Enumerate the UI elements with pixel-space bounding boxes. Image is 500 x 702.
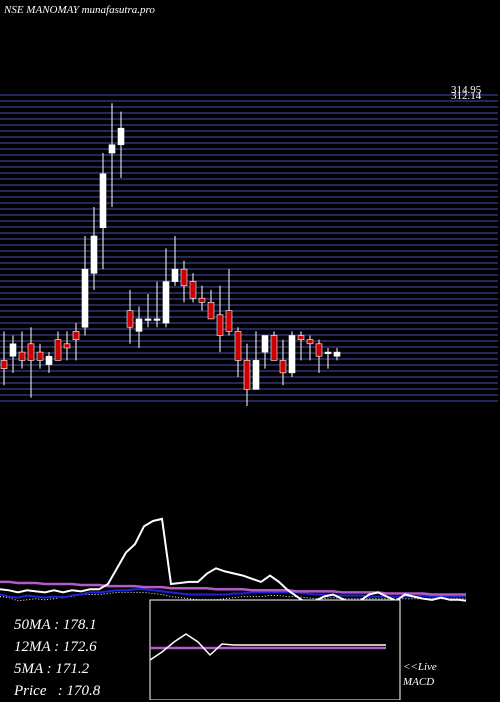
candle-up <box>144 318 152 321</box>
indicator-panel <box>0 517 467 604</box>
price-label-top: 314.95 <box>451 84 482 96</box>
moving-average-stats: 50MA : 178.1 12MA : 172.6 5MA : 171.2 Pr… <box>14 614 100 702</box>
indicator-white-line <box>0 517 467 604</box>
candle-up <box>162 281 170 324</box>
candle-down <box>18 351 26 361</box>
candle-down <box>243 360 251 390</box>
indicator-purple-line <box>0 580 466 596</box>
price-label-second: 312.14 <box>451 90 482 102</box>
candle-down <box>0 360 8 369</box>
candle-down <box>126 310 134 328</box>
ma50-value: 50MA : 178.1 <box>14 617 97 633</box>
candle-down <box>54 339 62 361</box>
candle-down <box>270 335 278 361</box>
candle-down <box>315 343 323 357</box>
live-macd-label[interactable]: <<Live MACD <box>403 660 437 690</box>
chart-title: NSE MANOMAY munafasutra.pro <box>4 4 155 16</box>
candle-up <box>9 343 17 357</box>
candle-down <box>198 297 206 303</box>
candle-up <box>324 351 332 354</box>
candle-down <box>207 302 215 320</box>
candle-up <box>261 335 269 353</box>
candle-down <box>189 281 197 299</box>
candle-up <box>288 335 296 374</box>
candle-down <box>297 335 305 340</box>
candle-down <box>180 268 188 287</box>
live-link[interactable]: <<Live <box>403 661 437 673</box>
candle-up <box>252 360 260 390</box>
price-value: Price : 170.8 <box>14 683 101 699</box>
price-axis-labels: 314.95 312.14 <box>451 84 482 102</box>
candle-down <box>27 343 35 361</box>
candle-up <box>171 268 179 282</box>
candle-down <box>216 314 224 336</box>
candle-down <box>36 351 44 361</box>
candle-up <box>117 127 125 146</box>
candle-down <box>72 331 80 340</box>
indicator-blue-line <box>0 588 466 599</box>
candle-up <box>81 268 89 328</box>
candle-down <box>225 310 233 332</box>
candle-up <box>333 351 341 357</box>
candle-down <box>63 343 71 349</box>
candle-up <box>45 355 53 365</box>
candle-down <box>234 331 242 361</box>
ma5-value: 5MA : 171.2 <box>14 661 90 677</box>
candle-up <box>90 235 98 274</box>
macd-panel <box>149 599 401 700</box>
candle-up <box>99 173 107 228</box>
macd-line <box>149 633 386 661</box>
candle-up <box>135 318 143 332</box>
candlesticks <box>0 103 341 406</box>
candle-up <box>108 144 116 154</box>
candle-down <box>306 339 314 345</box>
macd-box <box>149 599 401 700</box>
candle-down <box>279 360 287 374</box>
ma12-value: 12MA : 172.6 <box>14 639 97 655</box>
price-grid <box>0 94 498 406</box>
macd-label: MACD <box>403 676 435 688</box>
candle-up <box>153 318 161 321</box>
